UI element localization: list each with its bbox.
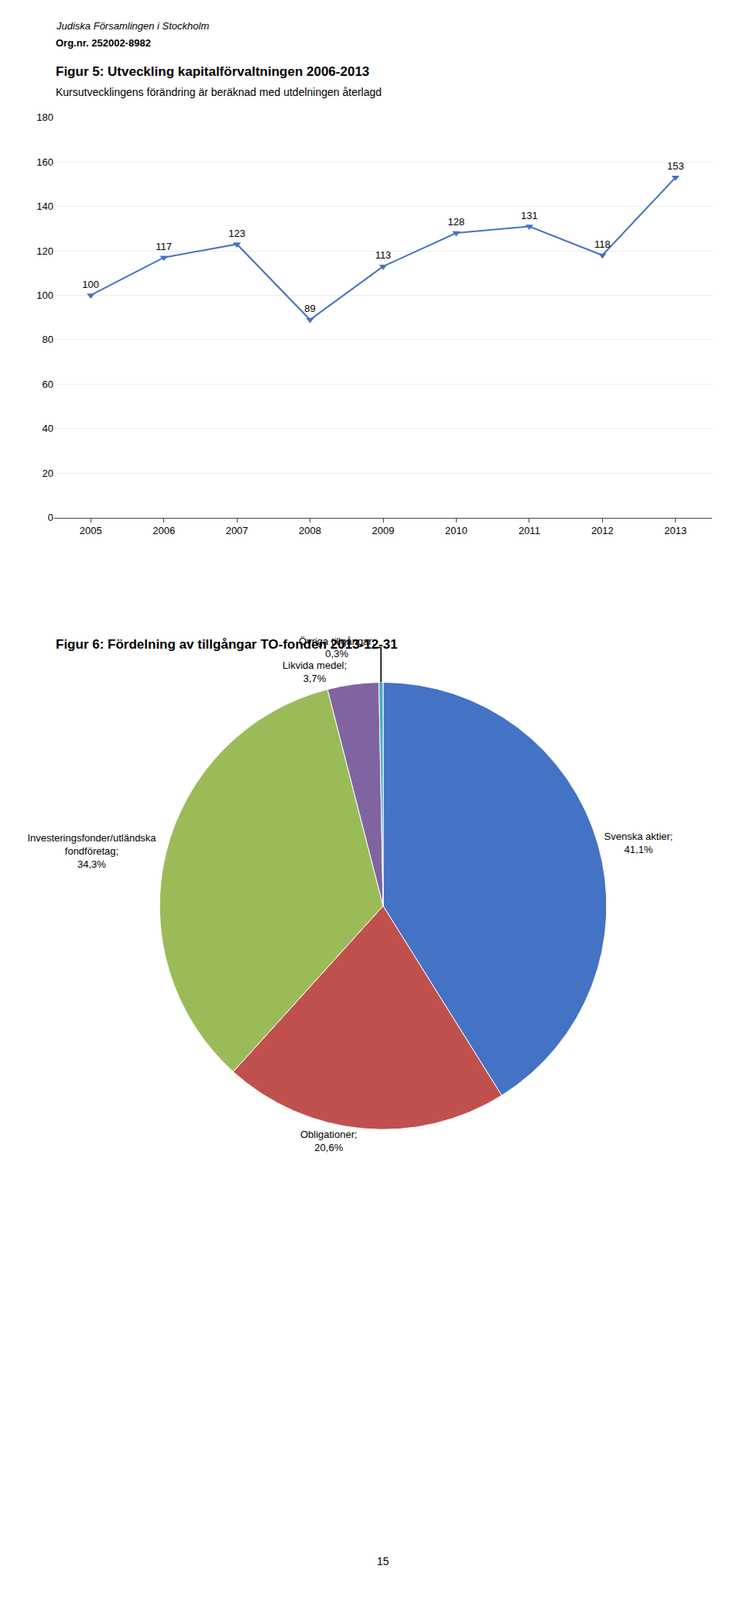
svg-text:160: 160 [36,156,54,168]
svg-text:0: 0 [47,511,54,524]
svg-text:Org.nr. 252002-8982: Org.nr. 252002-8982 [55,37,151,49]
svg-text:Investeringsfonder/utländskafo: Investeringsfonder/utländskafondföretag;… [27,832,157,870]
svg-text:2012: 2012 [591,524,614,537]
svg-text:117: 117 [155,240,172,253]
svg-text:180: 180 [36,111,54,124]
svg-text:118: 118 [594,238,611,250]
svg-text:113: 113 [375,249,392,261]
svg-text:Övriga tillgångar;0,3%: Övriga tillgångar;0,3% [298,635,375,661]
svg-text:Figur 5: Utveckling kapitalför: Figur 5: Utveckling kapitalförvaltningen… [55,64,370,79]
svg-text:89: 89 [304,302,316,315]
svg-text:100: 100 [36,289,54,302]
svg-text:128: 128 [448,215,466,228]
svg-text:2011: 2011 [518,524,541,537]
svg-text:2009: 2009 [372,524,395,537]
svg-text:123: 123 [228,227,246,240]
svg-text:40: 40 [42,422,54,435]
svg-text:15: 15 [376,1554,390,1568]
svg-text:Likvida medel;3,7%: Likvida medel;3,7% [282,659,347,685]
svg-text:80: 80 [42,333,54,346]
svg-text:Kursutvecklingens förändring ä: Kursutvecklingens förändring är beräknad… [55,85,382,99]
svg-text:60: 60 [42,378,54,391]
svg-text:2006: 2006 [152,524,175,537]
svg-text:2007: 2007 [225,524,249,537]
svg-text:140: 140 [36,200,54,213]
svg-text:2008: 2008 [298,524,322,537]
svg-text:120: 120 [36,245,54,257]
svg-text:131: 131 [520,209,538,222]
svg-text:Svenska aktier;41,1%: Svenska aktier;41,1% [604,830,674,856]
svg-text:Obligationer;20,6%: Obligationer;20,6% [300,1128,358,1154]
svg-text:153: 153 [667,160,685,172]
svg-text:2010: 2010 [445,524,468,537]
svg-text:2013: 2013 [664,524,687,537]
svg-text:Figur 6: Fördelning av tillgån: Figur 6: Fördelning av tillgångar TO-fon… [55,636,398,652]
svg-text:100: 100 [82,278,100,291]
svg-text:Judiska Församlingen i Stockho: Judiska Församlingen i Stockholm [55,20,209,32]
svg-text:2005: 2005 [79,524,103,537]
svg-text:20: 20 [42,467,54,480]
